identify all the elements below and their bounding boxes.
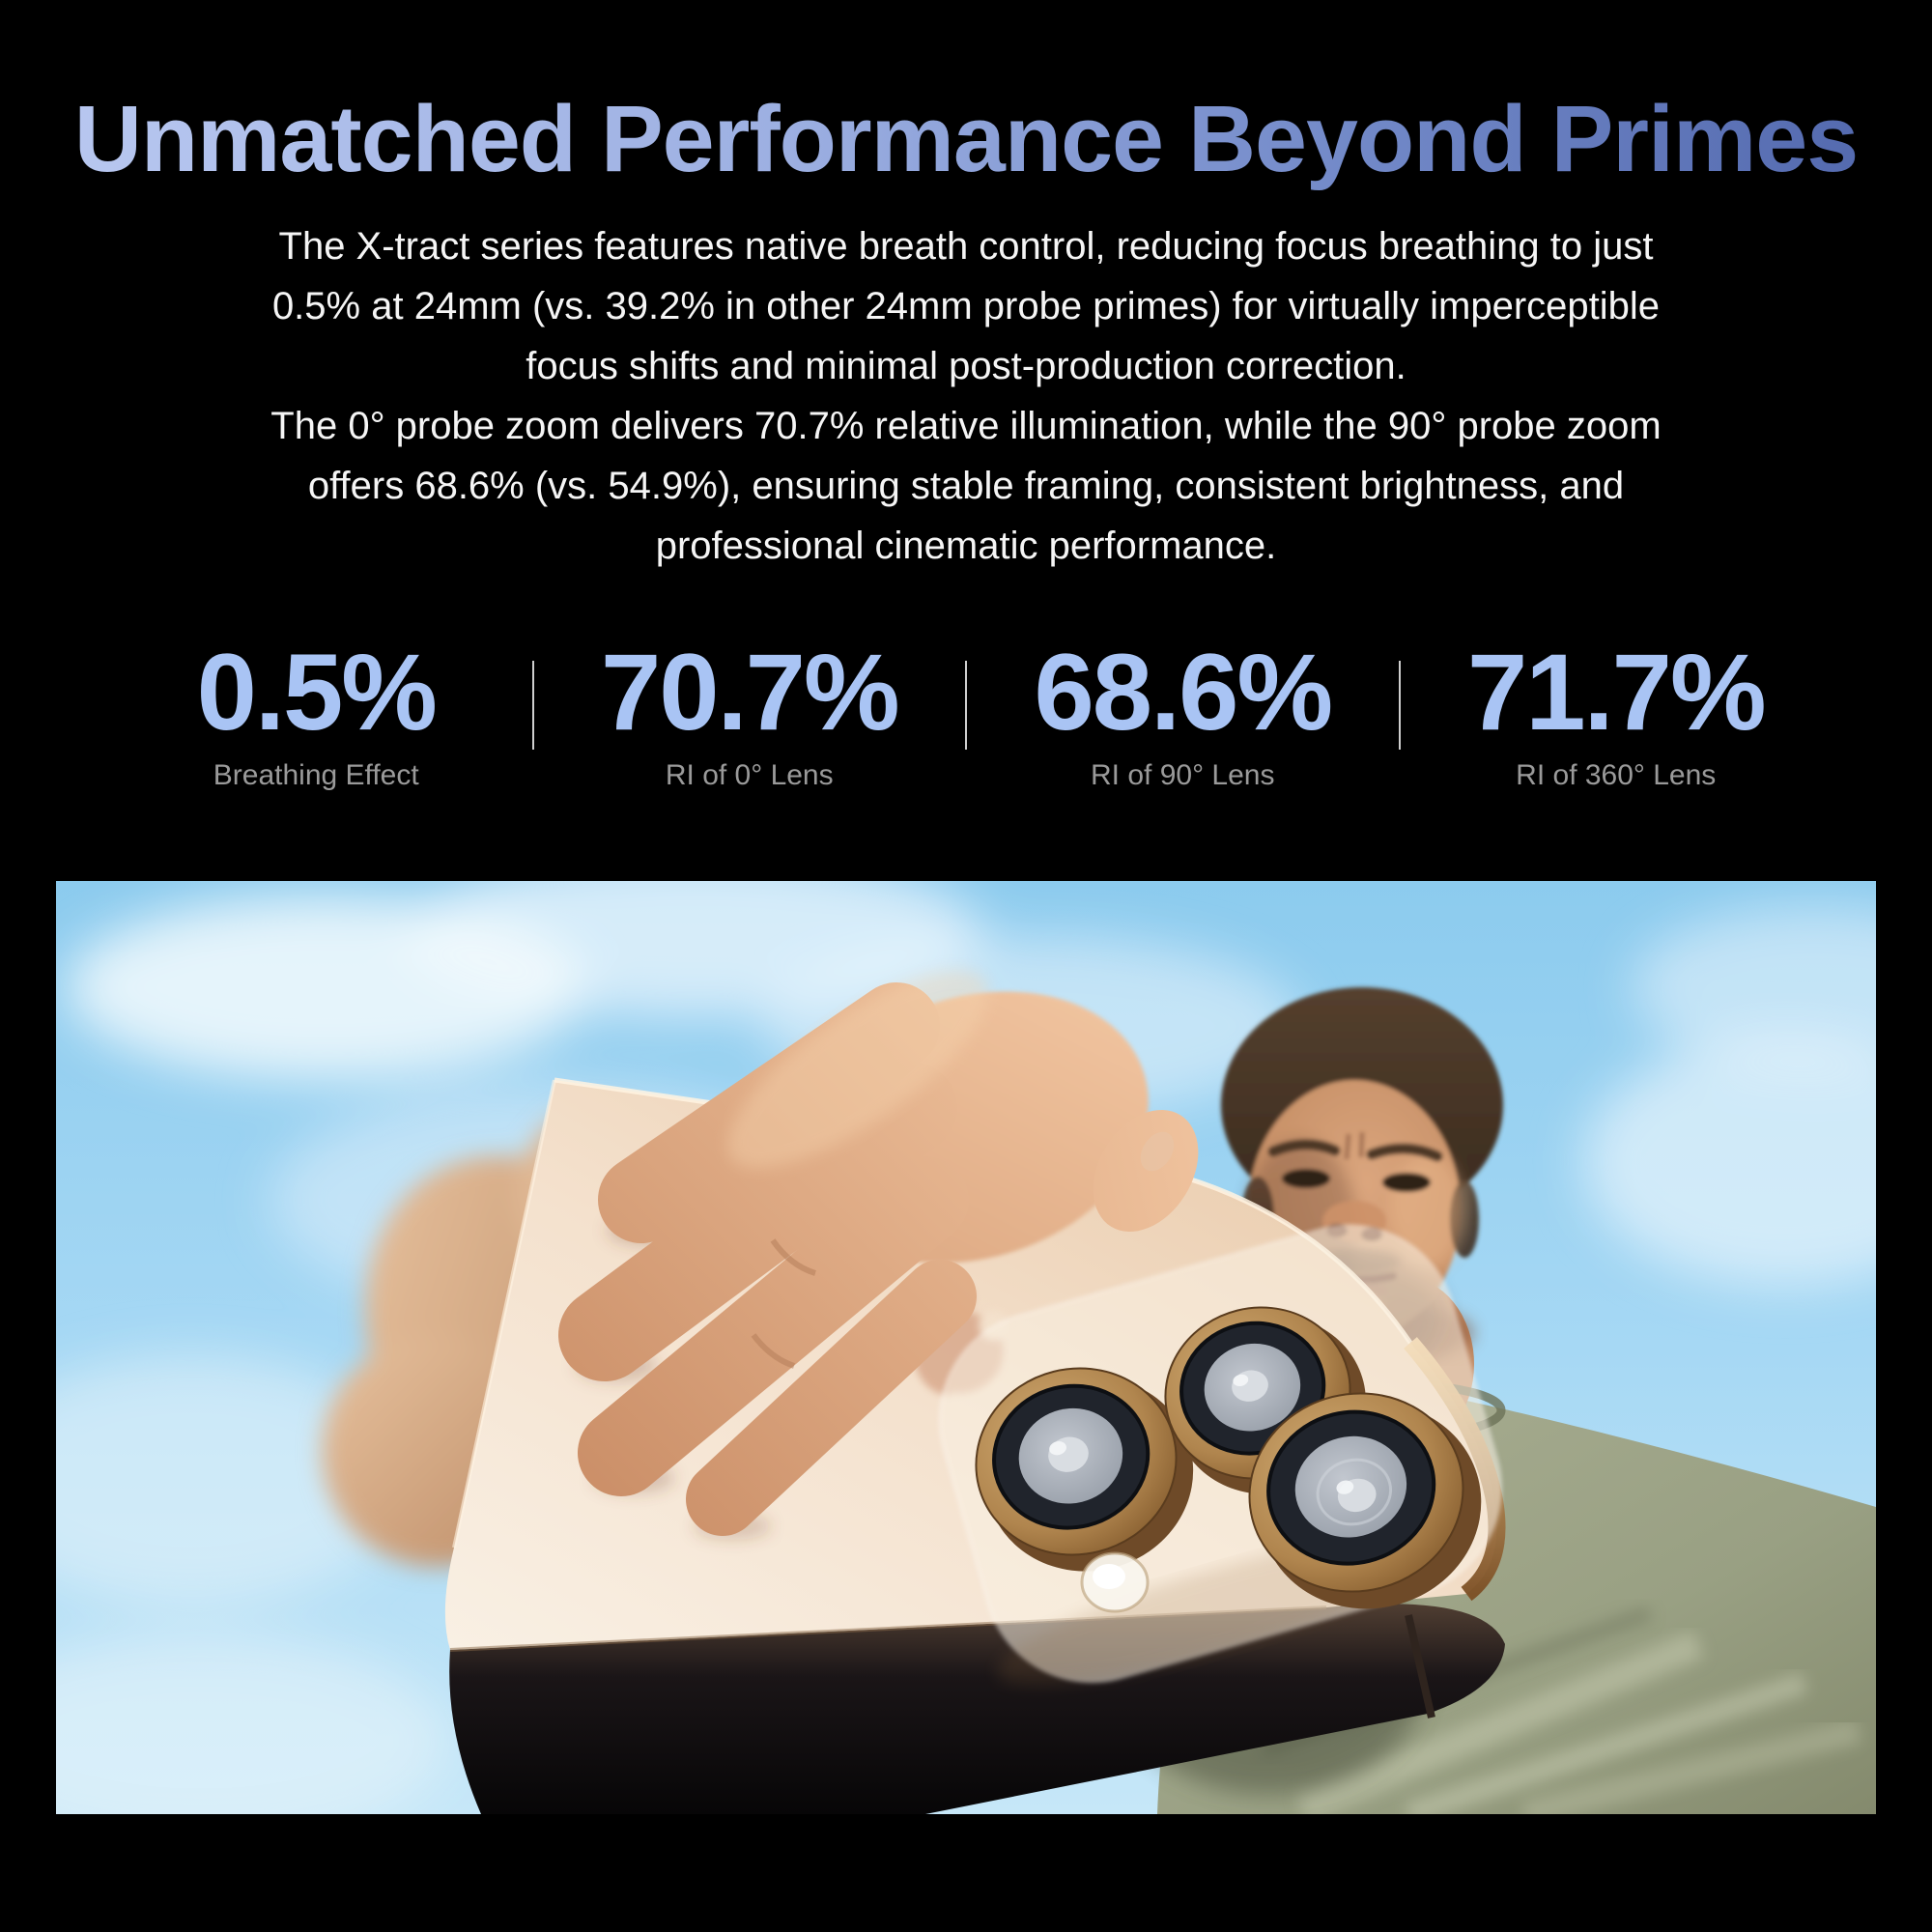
eyebrow-right [1366,1143,1443,1162]
camera-module [938,1223,1503,1686]
lens-tele [1248,1392,1482,1609]
stat-ri-90-lens: 68.6% RI of 90° Lens [967,636,1399,792]
stat-value: 68.6% [1034,632,1333,753]
stat-value: 0.5% [196,632,438,753]
stat-label: RI of 90° Lens [1091,758,1275,791]
eyebrow-left [1267,1139,1341,1157]
stat-breathing-effect: 0.5% Breathing Effect [100,636,532,792]
eye-right [1382,1173,1431,1192]
hand [558,970,1199,1540]
finger-crease [770,1238,816,1276]
lens-wide [975,1367,1194,1572]
stat-label: RI of 360° Lens [1516,758,1717,791]
stat-divider [1398,661,1401,750]
flash [1080,1551,1150,1613]
antenna-seam [1405,1614,1435,1719]
thumb [1093,1109,1199,1233]
stat-label: Breathing Effect [213,758,419,791]
stat-label: RI of 0° Lens [665,758,834,791]
stat-divider [531,661,534,750]
finger-ring [578,1156,969,1496]
finger-crease [751,1333,796,1369]
stat-divider [965,661,967,750]
eye-left [1282,1169,1330,1188]
hero-photo-man-holding-phone [56,881,1876,1814]
brow-furrow [1358,1131,1365,1158]
knuckle-highlight [727,970,988,1169]
stats-row: 0.5% Breathing Effect 70.7% RI of 0° Len… [100,636,1832,792]
intro-text: The X-tract series features native breat… [242,216,1690,576]
page-title: Unmatched Performance Beyond Primes [0,0,1932,193]
edge-highlight-left [452,1079,556,1548]
stat-value: 71.7% [1466,632,1767,753]
finger-pinky [686,1260,977,1536]
intro-paragraph-2: The 0° probe zoom delivers 70.7% relativ… [270,405,1662,567]
stat-ri-0-lens: 70.7% RI of 0° Lens [534,636,966,792]
stat-value: 70.7% [600,632,900,753]
finger-middle [558,1062,957,1381]
intro-paragraph-1: The X-tract series features native breat… [271,225,1661,387]
stat-ri-360-lens: 71.7% RI of 360° Lens [1401,636,1833,792]
brow-furrow [1344,1133,1351,1160]
phone-side-band [449,1604,1505,1814]
